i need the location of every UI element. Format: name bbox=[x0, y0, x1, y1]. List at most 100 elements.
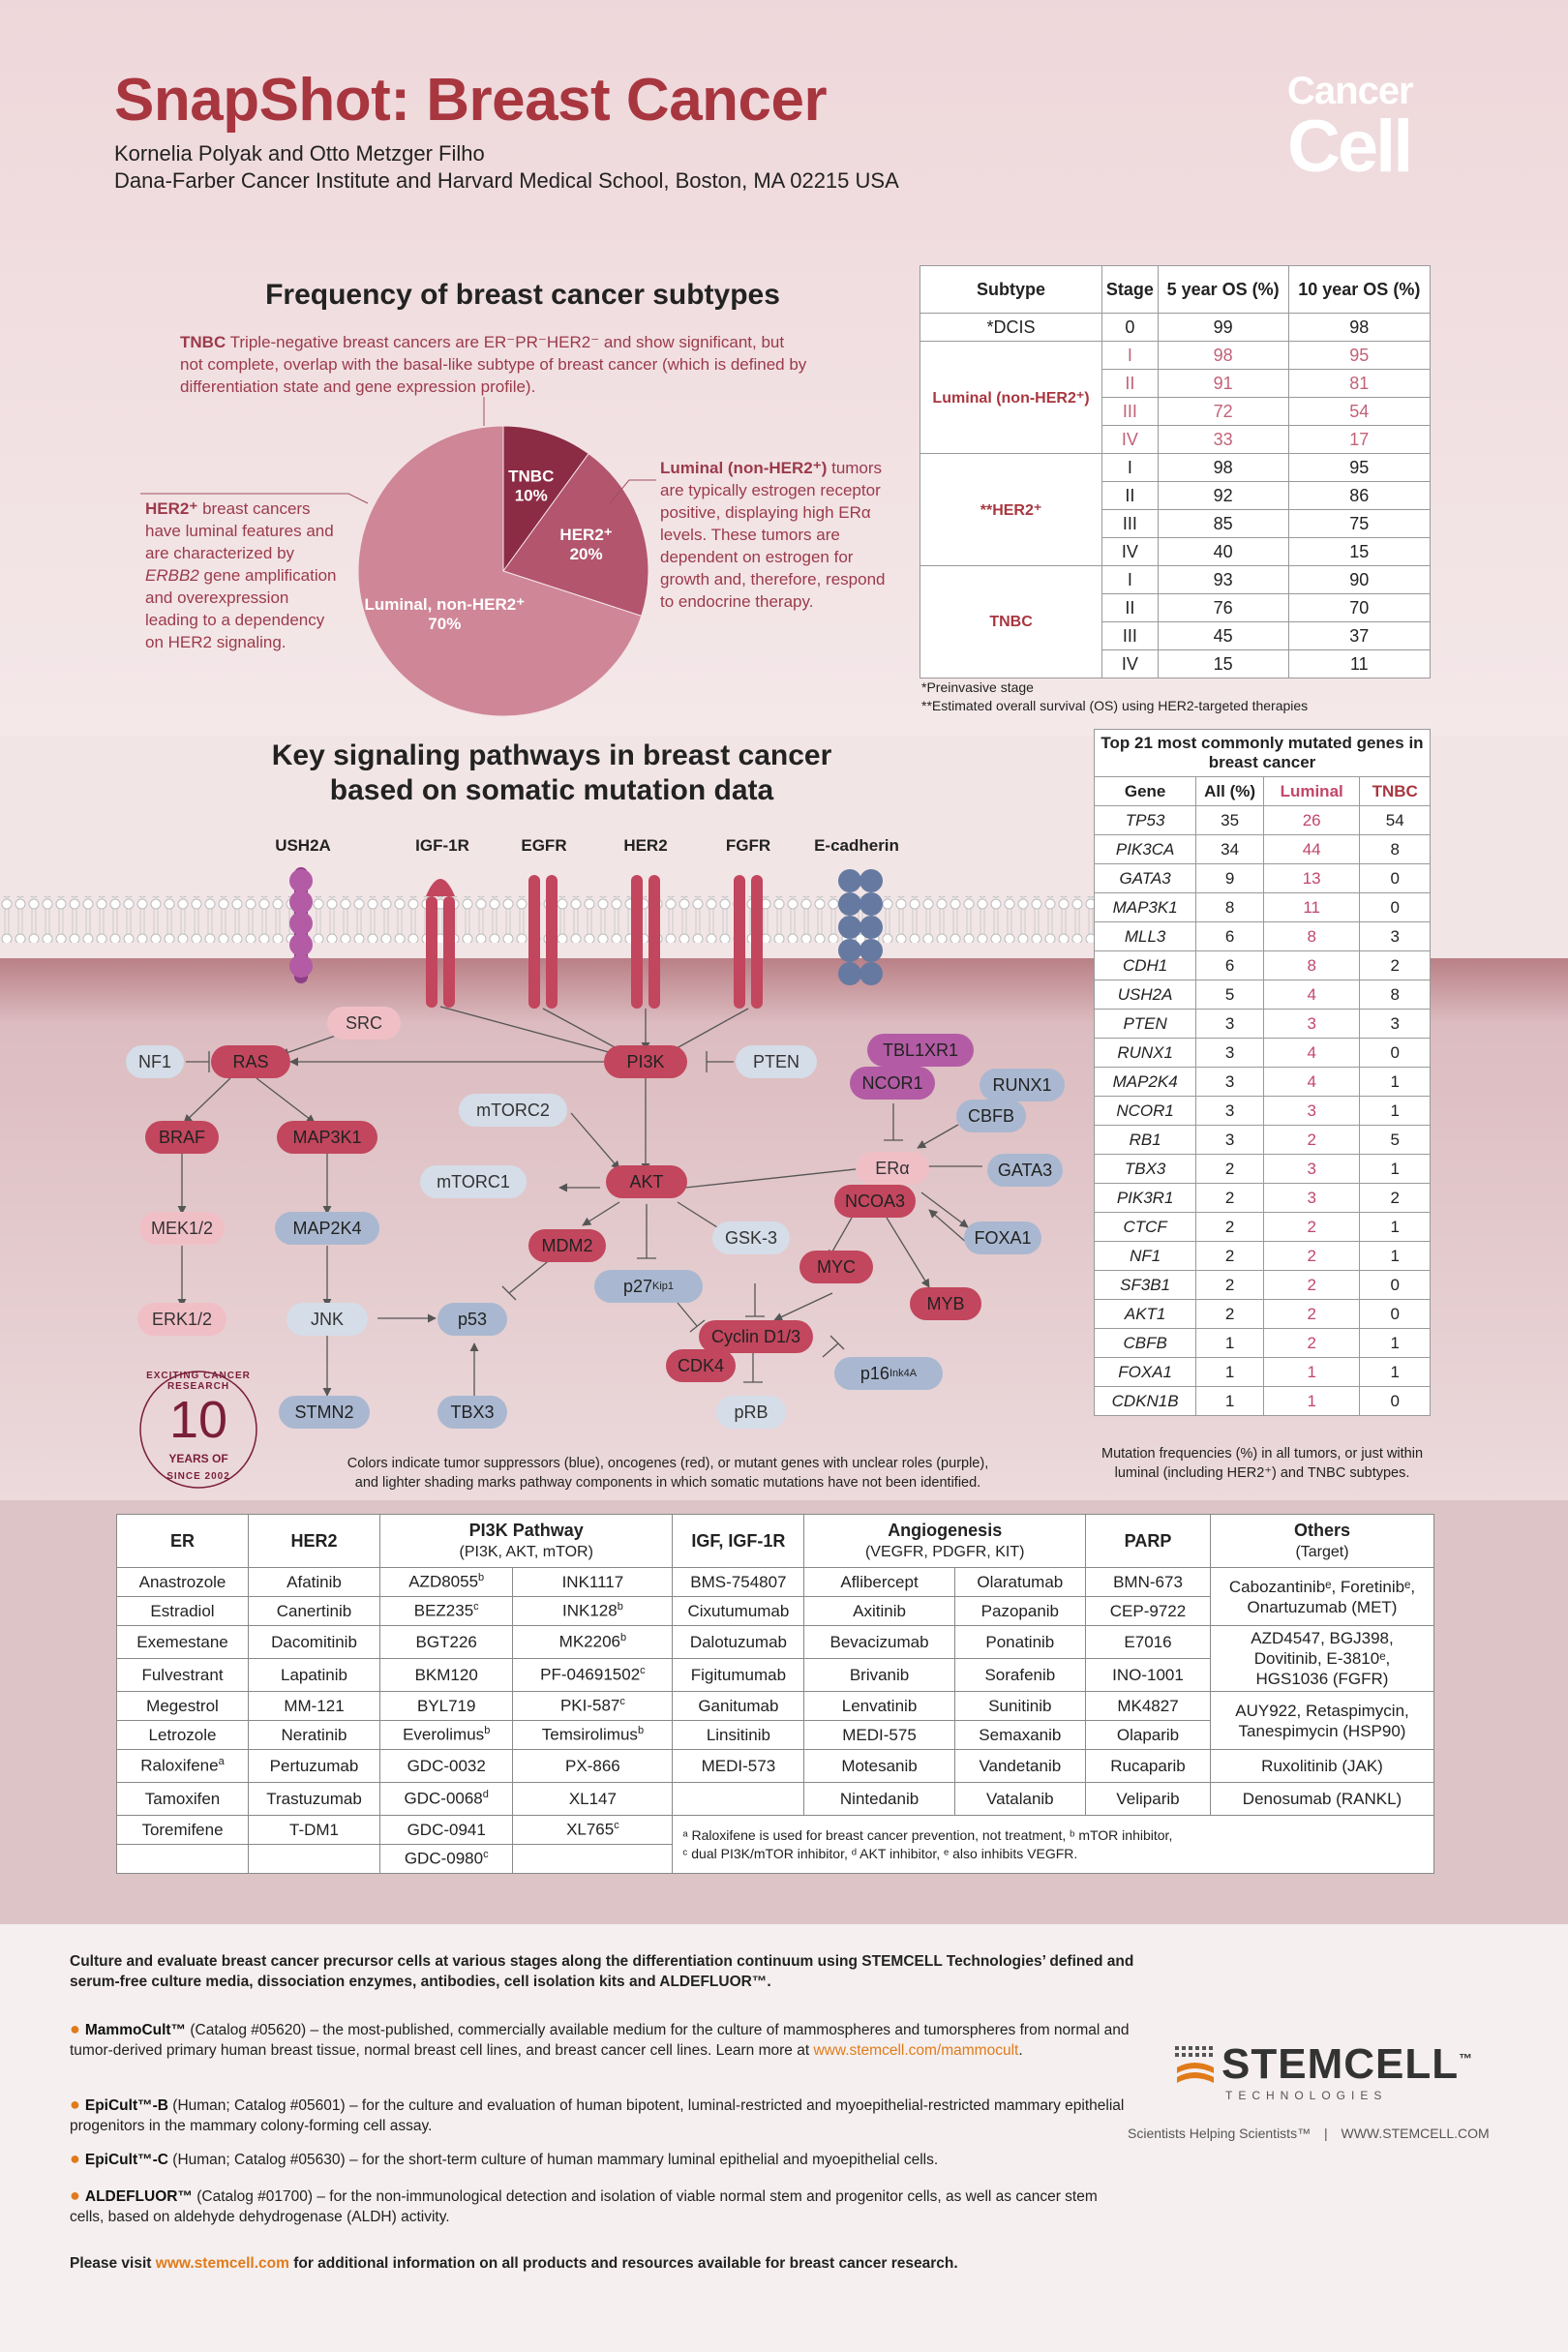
mutation-frequency: 2 bbox=[1195, 1270, 1264, 1300]
mutation-frequency: 6 bbox=[1195, 921, 1264, 951]
mutation-frequency: 1 bbox=[1359, 1067, 1431, 1097]
mutation-frequency: 3 bbox=[1195, 1096, 1264, 1126]
drug-footnote-mark: b bbox=[478, 1572, 485, 1584]
drug-pi3k: XL765c bbox=[512, 1815, 674, 1845]
node-p27-label: p27 bbox=[622, 1276, 652, 1296]
stemcell-tagline-sep: | bbox=[1323, 2126, 1328, 2141]
mutation-frequency: 8 bbox=[1262, 921, 1361, 951]
luminal-description: Luminal (non-HER2⁺) tumors are typically… bbox=[660, 457, 897, 613]
node-mtorc2: mTORC2 bbox=[459, 1094, 567, 1127]
drug-footnote-line1: ᵃ Raloxifene is used for breast cancer p… bbox=[682, 1826, 1173, 1843]
node-akt: AKT bbox=[606, 1165, 687, 1198]
drug-footnote-mark: c bbox=[614, 1820, 619, 1832]
mutation-frequency: 2 bbox=[1262, 1212, 1361, 1242]
drug-pi3k-text: PKI-587 bbox=[559, 1696, 620, 1715]
col-angio: Angiogenesis (VEGFR, PDGFR, KIT) bbox=[803, 1514, 1086, 1568]
bullet-icon: ● bbox=[70, 2019, 85, 2038]
drug-pi3k-text: BYL719 bbox=[416, 1696, 476, 1715]
mutation-frequency: 13 bbox=[1262, 863, 1361, 893]
survival-cell: I bbox=[1101, 453, 1159, 482]
node-cyclin: Cyclin D1/3 bbox=[699, 1320, 813, 1353]
footer-product-name: ALDEFLUOR™ bbox=[84, 2188, 193, 2205]
drug-footnote-mark: b bbox=[620, 1632, 627, 1644]
drug-angio-text: Olaratumab bbox=[977, 1572, 1064, 1591]
survival-row: IV 40 15 bbox=[920, 537, 1432, 566]
mutation-frequency: 3 bbox=[1262, 1154, 1361, 1184]
drug-pi3k: MK2206b bbox=[512, 1625, 674, 1659]
mutation-frequency: 3 bbox=[1262, 1009, 1361, 1039]
mutation-row: SF3B1 2 2 0 bbox=[1093, 1270, 1431, 1300]
drug-angio-text: Pazopanib bbox=[980, 1601, 1059, 1620]
footer-product: ● EpiCult™-C (Human; Catalog #05630) – f… bbox=[70, 2149, 1134, 2170]
pie-slice-value: 20% bbox=[570, 545, 603, 563]
drug-angio-text: Lenvatinib bbox=[841, 1696, 918, 1715]
gene-name: PIK3CA bbox=[1093, 834, 1197, 864]
receptor-fgfr bbox=[734, 875, 763, 1009]
mutation-frequency: 1 bbox=[1359, 1212, 1431, 1242]
drug-er: Megestrol bbox=[116, 1691, 249, 1721]
drug-angio: Lenvatinib bbox=[803, 1691, 955, 1721]
survival-cell: I bbox=[1101, 565, 1159, 594]
drug-parp-text: Rucaparib bbox=[1110, 1756, 1186, 1775]
drug-table: ER HER2 PI3K Pathway (PI3K, AKT, mTOR) IG… bbox=[116, 1514, 1434, 1874]
drug-pi3k bbox=[512, 1844, 674, 1874]
node-p27: p27 Kip1 bbox=[594, 1270, 703, 1303]
col-subtype: Subtype bbox=[919, 265, 1103, 314]
mutation-row: MLL3 6 8 3 bbox=[1093, 921, 1431, 951]
col-10yr: 10 year OS (%) bbox=[1287, 265, 1432, 314]
drug-igf-text: Dalotuzumab bbox=[689, 1632, 787, 1651]
drug-row: Estradiol Canertinib BEZ235c INK128b Cixutum… bbox=[116, 1596, 1434, 1626]
drug-angio: Olaratumab bbox=[953, 1567, 1087, 1597]
drug-pi3k: XL147 bbox=[512, 1782, 674, 1816]
mutation-frequency: 0 bbox=[1359, 1386, 1431, 1416]
drug-er: Letrozole bbox=[116, 1720, 249, 1750]
mutation-frequency: 8 bbox=[1262, 950, 1361, 980]
drug-angio-text: Bevacizumab bbox=[829, 1632, 929, 1651]
pathway-diagram bbox=[0, 867, 1094, 1398]
node-p16: p16 Ink4A bbox=[834, 1357, 943, 1390]
receptor-label-igf1r: IGF-1R bbox=[415, 836, 469, 855]
receptor-label-fgfr: FGFR bbox=[725, 836, 771, 855]
drug-pi3k-text: BKM120 bbox=[414, 1665, 478, 1684]
drug-er: Estradiol bbox=[116, 1596, 249, 1626]
footer-visit-link[interactable]: www.stemcell.com bbox=[155, 2255, 289, 2272]
survival-cell: 95 bbox=[1287, 341, 1432, 370]
mutation-frequency: 1 bbox=[1262, 1386, 1361, 1416]
mutation-row: TP53 35 26 54 bbox=[1093, 805, 1431, 835]
authors: Kornelia Polyak and Otto Metzger Filho bbox=[114, 141, 485, 166]
drug-footnote-mark: c bbox=[619, 1696, 625, 1708]
stemcell-tagline-url[interactable]: WWW.STEMCELL.COM bbox=[1341, 2126, 1490, 2141]
mutation-frequency: 3 bbox=[1195, 1125, 1264, 1155]
footer-product-text: (Human; Catalog #05630) – for the short-… bbox=[172, 2152, 939, 2168]
drug-igf-text: Ganitumab bbox=[698, 1696, 779, 1715]
mutation-row: CBFB 1 2 1 bbox=[1093, 1328, 1431, 1358]
node-pten: PTEN bbox=[736, 1045, 817, 1078]
drug-pi3k-text: GDC-0980 bbox=[404, 1849, 484, 1868]
footer-product-name: EpiCult™-C bbox=[84, 2152, 168, 2168]
col-angio-sub: (VEGFR, PDGFR, KIT) bbox=[864, 1543, 1025, 1560]
drug-others: AZD4547, BGJ398, Dovitinib, E-3810ᵉ, HGS… bbox=[1210, 1625, 1434, 1692]
advertisement-footer: Culture and evaluate breast cancer precu… bbox=[0, 1924, 1568, 2352]
survival-cell: 17 bbox=[1287, 425, 1432, 454]
drug-row: GDC-0980c bbox=[116, 1844, 1434, 1874]
gene-name: GATA3 bbox=[1093, 863, 1197, 893]
drug-angio-text: Sunitinib bbox=[988, 1696, 1052, 1715]
survival-note-2: **Estimated overall survival (OS) using … bbox=[921, 698, 1309, 713]
node-cdk4: CDK4 bbox=[666, 1349, 736, 1382]
node-mek: MEK1/2 bbox=[139, 1212, 225, 1245]
drug-angio: MEDI-575 bbox=[803, 1720, 955, 1750]
survival-cell: 54 bbox=[1287, 397, 1432, 426]
survival-cell: 92 bbox=[1157, 481, 1289, 510]
survival-subtype-cell: Luminal (non-HER2⁺) bbox=[919, 341, 1103, 454]
drug-igf-text: Linsitinib bbox=[706, 1725, 770, 1744]
footer-product: ● ALDEFLUOR™ (Catalog #01700) – for the … bbox=[70, 2186, 1134, 2227]
drug-her2-text: T-DM1 bbox=[289, 1820, 339, 1839]
drug-angio: Bevacizumab bbox=[803, 1625, 955, 1659]
gene-name: NF1 bbox=[1093, 1241, 1197, 1271]
mutation-frequency: 2 bbox=[1262, 1125, 1361, 1155]
node-p27-sup: Kip1 bbox=[652, 1281, 675, 1292]
node-ncor1: NCOR1 bbox=[850, 1067, 935, 1100]
footer-product-link[interactable]: www.stemcell.com/mammocult bbox=[813, 2042, 1019, 2059]
